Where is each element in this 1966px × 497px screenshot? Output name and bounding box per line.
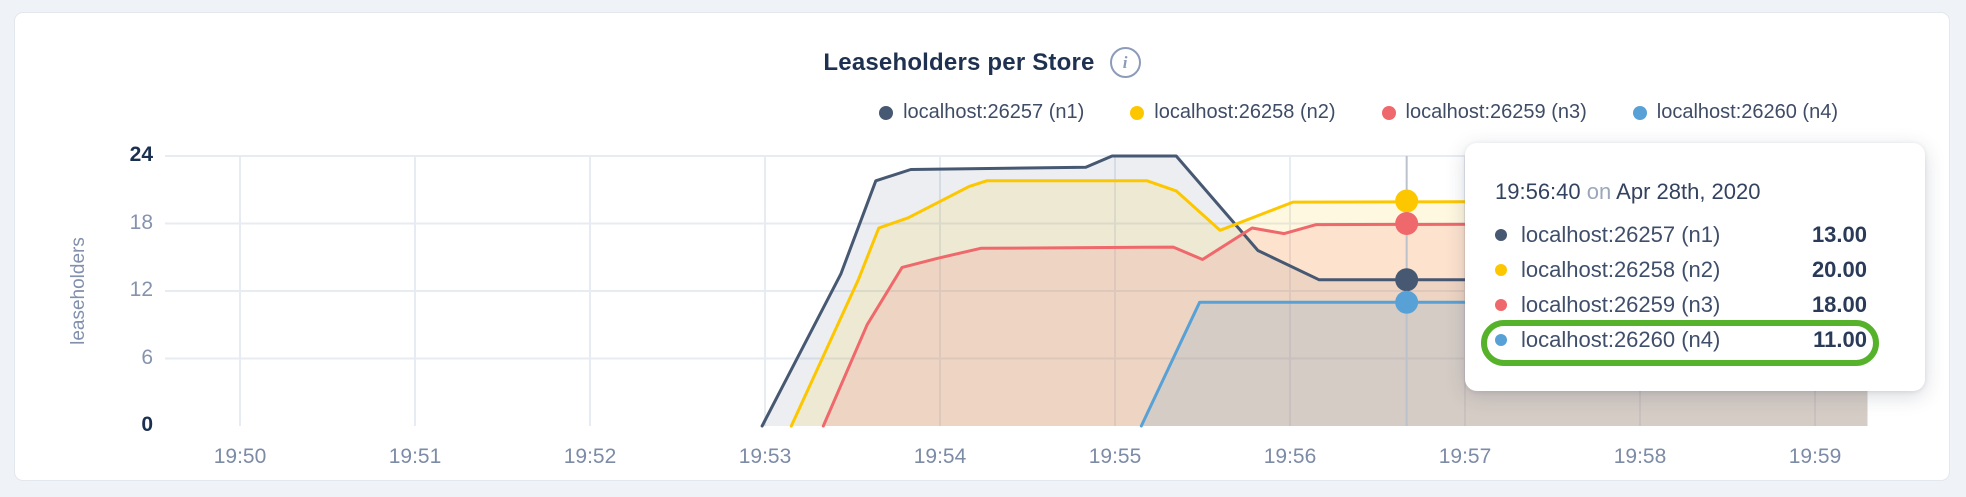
x-tick-19:54: 19:54 bbox=[913, 445, 967, 468]
x-tick-19:52: 19:52 bbox=[563, 445, 617, 468]
hover-tooltip: 19:56:40 on Apr 28th, 2020 localhost:262… bbox=[1465, 143, 1925, 391]
legend-label: localhost:26260 (n4) bbox=[1656, 101, 1838, 123]
chart-legend: localhost:26257 (n1) localhost:26258 (n2)… bbox=[879, 101, 1838, 124]
tooltip-timestamp: 19:56:40 on Apr 28th, 2020 bbox=[1495, 179, 1867, 209]
x-tick-19:51: 19:51 bbox=[388, 445, 442, 468]
legend-dot-icon bbox=[1381, 105, 1396, 120]
legend-label: localhost:26258 (n2) bbox=[1154, 101, 1336, 123]
tooltip-series-name: localhost:26260 (n4) bbox=[1521, 326, 1721, 352]
tooltip-series-dot-icon bbox=[1495, 263, 1507, 276]
series-line-n3 bbox=[821, 222, 1869, 428]
legend-item-n2[interactable]: localhost:26258 (n2) bbox=[1130, 101, 1336, 124]
legend-label: localhost:26259 (n3) bbox=[1405, 101, 1587, 123]
tooltip-date: Apr 28th, 2020 bbox=[1616, 179, 1761, 204]
tooltip-on-word: on bbox=[1586, 179, 1612, 204]
x-tick-19:50: 19:50 bbox=[213, 445, 267, 468]
legend-dot-icon bbox=[1130, 105, 1145, 120]
chart-title: Leaseholders per Store bbox=[823, 48, 1095, 76]
hover-dot-n3 bbox=[1395, 212, 1419, 235]
legend-item-n3[interactable]: localhost:26259 (n3) bbox=[1381, 101, 1587, 124]
series-line-n1 bbox=[760, 154, 1869, 428]
tooltip-series-dot-icon bbox=[1495, 228, 1507, 241]
hover-dot-n2 bbox=[1395, 189, 1419, 213]
tooltip-series-value: 20.00 bbox=[1811, 256, 1867, 282]
tooltip-series-dot-icon bbox=[1495, 333, 1507, 346]
legend-dot-icon bbox=[1632, 105, 1647, 120]
tooltip-series-value: 13.00 bbox=[1811, 221, 1867, 247]
tooltip-series-name: localhost:26258 (n2) bbox=[1521, 256, 1721, 282]
tooltip-rows: localhost:26257 (n1) 13.00 localhost:26258… bbox=[1495, 217, 1867, 357]
series-line-n2 bbox=[789, 179, 1869, 428]
x-tick-19:57: 19:57 bbox=[1438, 445, 1492, 468]
legend-dot-icon bbox=[879, 105, 894, 120]
x-tick-19:53: 19:53 bbox=[738, 445, 792, 468]
hover-dot-n4 bbox=[1395, 290, 1419, 314]
tooltip-row-n1: localhost:26257 (n1) 13.00 bbox=[1495, 217, 1867, 252]
tooltip-series-value: 18.00 bbox=[1811, 291, 1867, 317]
tooltip-row-n3: localhost:26259 (n3) 18.00 bbox=[1495, 287, 1867, 322]
tooltip-row-n4: localhost:26260 (n4) 11.00 bbox=[1495, 322, 1867, 357]
chart-header: Leaseholders per Store i bbox=[15, 47, 1949, 78]
x-tick-19:59: 19:59 bbox=[1788, 445, 1842, 468]
y-tick-18: 18 bbox=[129, 210, 153, 234]
x-tick-19:56: 19:56 bbox=[1263, 445, 1317, 468]
tooltip-series-value: 11.00 bbox=[1813, 326, 1867, 352]
legend-item-n4[interactable]: localhost:26260 (n4) bbox=[1632, 101, 1838, 124]
info-icon[interactable]: i bbox=[1109, 47, 1141, 78]
chart-card: Leaseholders per Store i localhost:26257… bbox=[14, 12, 1950, 481]
tooltip-row-n2: localhost:26258 (n2) 20.00 bbox=[1495, 252, 1867, 287]
y-tick-12: 12 bbox=[129, 278, 153, 301]
legend-label: localhost:26257 (n1) bbox=[903, 101, 1085, 123]
x-tick-19:58: 19:58 bbox=[1613, 445, 1667, 468]
tooltip-time: 19:56:40 bbox=[1495, 179, 1581, 204]
x-tick-19:55: 19:55 bbox=[1088, 445, 1142, 468]
tooltip-series-dot-icon bbox=[1495, 298, 1507, 311]
y-tick-0: 0 bbox=[141, 413, 153, 436]
tooltip-series-name: localhost:26257 (n1) bbox=[1521, 221, 1721, 247]
y-tick-24: 24 bbox=[129, 143, 153, 166]
legend-item-n1[interactable]: localhost:26257 (n1) bbox=[879, 101, 1084, 124]
y-tick-6: 6 bbox=[141, 345, 153, 369]
tooltip-series-name: localhost:26259 (n3) bbox=[1521, 291, 1721, 317]
hover-dot-n1 bbox=[1395, 268, 1419, 292]
